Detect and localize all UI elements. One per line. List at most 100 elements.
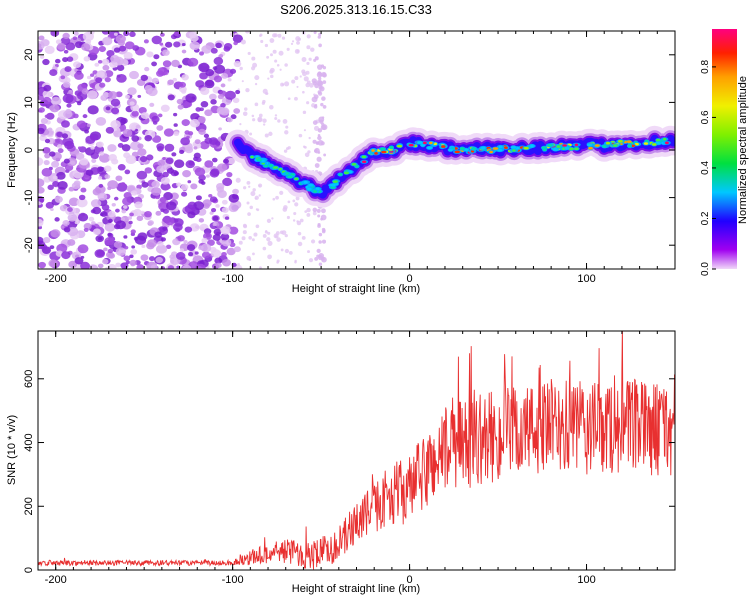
x-tick-label: -100 <box>222 574 244 586</box>
spectrogram-noise <box>38 31 328 269</box>
noise-blob <box>194 139 201 145</box>
noise-blob <box>57 148 64 154</box>
faint-noise <box>238 240 243 245</box>
noise-blob <box>157 159 166 167</box>
faint-noise <box>291 40 295 43</box>
spectrogram-y-ticks: -20 -10 0 10 20 <box>23 49 675 253</box>
noise-blob <box>204 109 213 117</box>
noise-blob <box>98 153 111 163</box>
noise-blob <box>67 207 73 212</box>
noise-blob <box>200 87 210 96</box>
noise-blob <box>195 107 202 112</box>
noise-blob <box>157 113 163 118</box>
streak-noise <box>312 139 317 144</box>
faint-noise <box>248 258 252 262</box>
noise-blob <box>212 157 218 163</box>
faint-noise <box>284 130 289 135</box>
noise-blob <box>94 62 100 67</box>
faint-noise <box>266 55 270 59</box>
spectrogram-y-label: Frequency (Hz) <box>6 112 18 188</box>
noise-blob <box>153 54 160 60</box>
faint-noise <box>243 186 247 190</box>
noise-blob <box>129 212 134 217</box>
ridge-hotspot <box>313 190 318 193</box>
noise-blob <box>201 237 208 244</box>
ridge-hotspot <box>634 142 639 146</box>
noise-blob <box>129 259 137 266</box>
ridge-hotspot <box>651 143 657 146</box>
noise-blob <box>184 204 196 214</box>
noise-blob <box>138 106 147 114</box>
faint-noise <box>235 177 241 183</box>
noise-blob <box>180 184 189 191</box>
noise-blob <box>186 135 190 139</box>
faint-noise <box>299 75 302 78</box>
noise-blob <box>98 45 106 53</box>
faint-noise <box>307 250 311 254</box>
noise-blob <box>123 235 128 239</box>
noise-blob <box>160 237 166 242</box>
noise-blob <box>155 195 161 200</box>
noise-blob <box>134 235 147 245</box>
streak-noise <box>323 153 327 157</box>
faint-noise <box>302 90 305 94</box>
snr-panel: -200 -100 0 100 0 200 400 600 Height of straig… <box>6 330 676 595</box>
y-tick-label: 20 <box>23 49 35 61</box>
noise-blob <box>188 252 194 257</box>
ridge-hotspot <box>426 146 433 150</box>
noise-blob <box>185 102 191 106</box>
noise-blob <box>160 182 171 191</box>
noise-blob <box>49 104 60 113</box>
streak-noise <box>320 124 327 131</box>
noise-blob <box>107 186 112 191</box>
colorbar: 0.0 0.2 0.4 0.6 0.8 Normalized spectral ampl… <box>700 29 749 276</box>
noise-blob <box>220 83 226 88</box>
noise-blob <box>226 117 233 123</box>
noise-blob <box>80 255 85 259</box>
noise-blob <box>50 229 61 238</box>
ridge-hotspot <box>315 187 320 191</box>
noise-blob <box>110 54 120 63</box>
noise-blob <box>68 260 78 269</box>
noise-blob <box>162 157 166 161</box>
noise-blob <box>137 148 147 156</box>
snr-background <box>38 331 675 570</box>
noise-blob <box>83 56 91 62</box>
streak-noise <box>314 103 318 107</box>
noise-blob <box>147 239 157 248</box>
noise-blob <box>77 146 82 150</box>
streak-noise <box>321 239 327 244</box>
noise-blob <box>115 220 126 230</box>
faint-noise <box>303 129 307 132</box>
faint-noise <box>248 235 252 240</box>
noise-blob <box>151 115 160 123</box>
faint-noise <box>275 195 279 200</box>
noise-blob <box>181 191 188 197</box>
ridge-hotspot <box>294 177 299 181</box>
noise-blob <box>199 72 208 80</box>
noise-blob <box>40 39 50 47</box>
noise-blob <box>40 117 48 124</box>
noise-blob <box>77 212 89 222</box>
faint-noise <box>281 36 286 40</box>
ridge-hotspot <box>489 150 493 154</box>
ridge-hotspot <box>303 180 308 184</box>
noise-blob <box>179 248 185 252</box>
noise-blob <box>144 66 150 72</box>
noise-blob <box>124 41 135 50</box>
noise-blob <box>228 193 240 203</box>
faint-noise <box>265 230 268 233</box>
faint-noise <box>294 76 299 81</box>
noise-blob <box>124 169 131 175</box>
faint-noise <box>267 254 272 260</box>
noise-blob <box>218 127 222 131</box>
noise-blob <box>62 76 71 84</box>
noise-blob <box>173 159 185 169</box>
noise-blob <box>86 90 98 100</box>
ridge-hotspot <box>351 163 357 166</box>
noise-blob <box>208 137 219 145</box>
noise-blob <box>103 247 108 252</box>
noise-blob <box>154 231 163 238</box>
noise-blob <box>221 73 229 79</box>
noise-blob <box>233 41 238 46</box>
